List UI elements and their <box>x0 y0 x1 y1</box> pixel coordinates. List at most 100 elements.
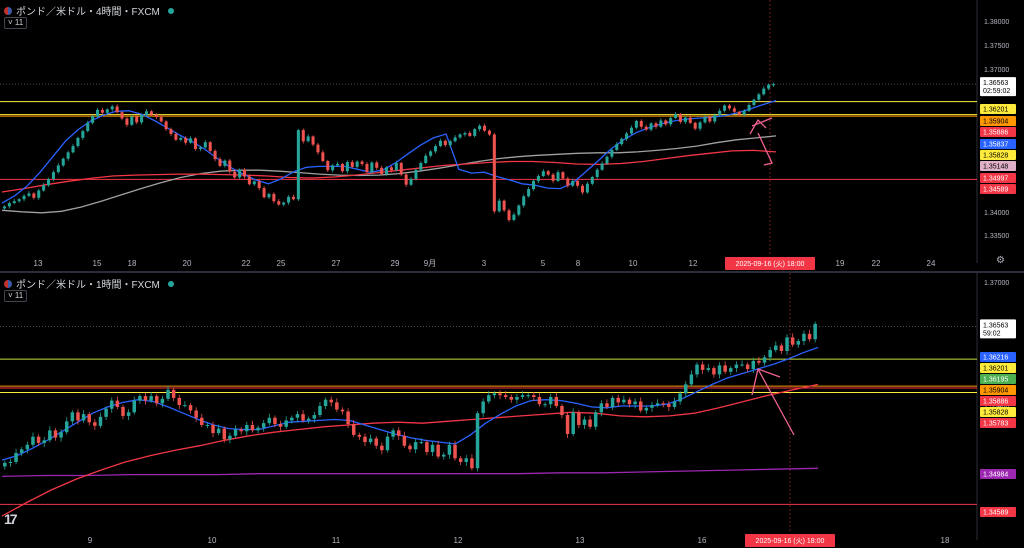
candle-body <box>365 163 369 173</box>
candle-body <box>115 106 119 113</box>
candle-body <box>649 123 653 130</box>
candle <box>282 201 286 207</box>
candle-body <box>256 427 260 431</box>
y-tick-label: 1.37000 <box>984 67 1009 74</box>
candle-body <box>125 118 129 125</box>
candle <box>171 387 176 402</box>
candle <box>27 191 31 198</box>
candle-body <box>790 337 795 345</box>
candle-body <box>453 137 457 142</box>
candle-body <box>424 155 428 163</box>
candle <box>577 410 581 429</box>
price-tag-value: 1.35886 <box>983 399 1008 406</box>
indicator-toggle[interactable]: ˅ 11 <box>4 290 28 302</box>
candle-body <box>520 395 525 397</box>
candle-body <box>813 323 817 340</box>
candle-body <box>169 129 173 134</box>
candle <box>543 401 547 408</box>
candle <box>140 113 144 125</box>
candle-body <box>105 109 109 113</box>
candle-body <box>409 178 413 185</box>
candle <box>502 199 506 213</box>
candle-body <box>120 112 124 119</box>
candle <box>81 410 86 423</box>
candle <box>708 115 712 124</box>
candle-body <box>363 436 367 443</box>
candle <box>683 115 687 125</box>
candle-body <box>796 341 801 345</box>
candle-body <box>154 114 158 118</box>
candle <box>267 192 271 199</box>
candle-body <box>389 167 393 171</box>
candle <box>419 438 423 445</box>
candle-body <box>650 405 654 408</box>
candle <box>634 119 638 130</box>
chart-pane-1h[interactable]: 1.37000 1.35400 9 10 11 12 13 16 18 1.36563 59:02 1… <box>0 273 1024 548</box>
y-tick-label: 1.34000 <box>984 210 1009 217</box>
price-tag: 1.35148 <box>980 161 1016 171</box>
candle-body <box>188 405 193 411</box>
candle-body <box>517 205 521 215</box>
candle <box>509 394 514 403</box>
x-tick-label: 29 <box>391 259 400 268</box>
candle-body <box>311 136 315 145</box>
price-tag-bg <box>980 161 1016 171</box>
candle <box>718 108 722 117</box>
chart-pane-4h[interactable]: 1.38000 1.37500 1.37000 1.34000 1.33500 13 15 1… <box>0 0 1024 271</box>
candle-body <box>183 405 187 407</box>
candle-body <box>588 419 592 427</box>
candle-body <box>768 350 772 358</box>
candle <box>284 416 288 430</box>
candle <box>7 201 11 209</box>
pane-divider[interactable] <box>0 271 1024 273</box>
price-tag-value: 1.35828 <box>983 410 1008 417</box>
candle <box>654 121 658 129</box>
candle-body <box>458 458 463 462</box>
candle <box>507 208 511 223</box>
candle-body <box>684 384 688 394</box>
candle <box>329 396 333 407</box>
candle <box>375 160 379 170</box>
candle-body <box>470 458 474 469</box>
candle <box>615 141 619 152</box>
candle-body <box>551 174 555 181</box>
candle-body <box>312 415 317 419</box>
gear-icon[interactable]: ⚙ <box>996 255 1005 266</box>
candle <box>473 127 477 138</box>
candle <box>262 185 266 199</box>
candle-body <box>238 169 242 178</box>
candle <box>742 109 746 117</box>
candle <box>622 395 626 405</box>
candle-body <box>543 404 547 406</box>
candle-body <box>70 412 75 422</box>
candle-body <box>331 165 335 171</box>
candle-body <box>672 401 677 407</box>
candle <box>565 411 570 439</box>
candle <box>580 184 585 195</box>
candle <box>2 205 6 211</box>
chart-canvas-4h[interactable]: 1.38000 1.37500 1.37000 1.34000 1.33500 13 15 1… <box>0 0 1024 271</box>
candle-body <box>56 165 60 173</box>
price-tag-value: 1.35148 <box>983 164 1008 171</box>
candle-body <box>115 400 120 407</box>
candle <box>98 412 103 429</box>
candle <box>531 179 536 191</box>
crosshair-date-label: 2025-09-16 (火) 18:00 <box>745 534 835 547</box>
candle-body <box>261 423 266 428</box>
candle-body <box>723 105 727 111</box>
candle-body <box>655 403 660 406</box>
candle-body <box>625 133 629 139</box>
indicator-toggle[interactable]: ˅ 11 <box>4 17 28 29</box>
price-tag-bg <box>980 363 1016 373</box>
last-price-tag-bg <box>980 77 1016 97</box>
candle-body <box>273 417 277 425</box>
candle-body <box>565 415 570 434</box>
candle <box>767 83 771 91</box>
candle-body <box>703 117 707 123</box>
x-tick-label: 10 <box>208 536 217 545</box>
candle <box>541 169 545 178</box>
candle <box>512 212 516 222</box>
candle <box>278 420 283 431</box>
candle-body <box>277 201 281 205</box>
